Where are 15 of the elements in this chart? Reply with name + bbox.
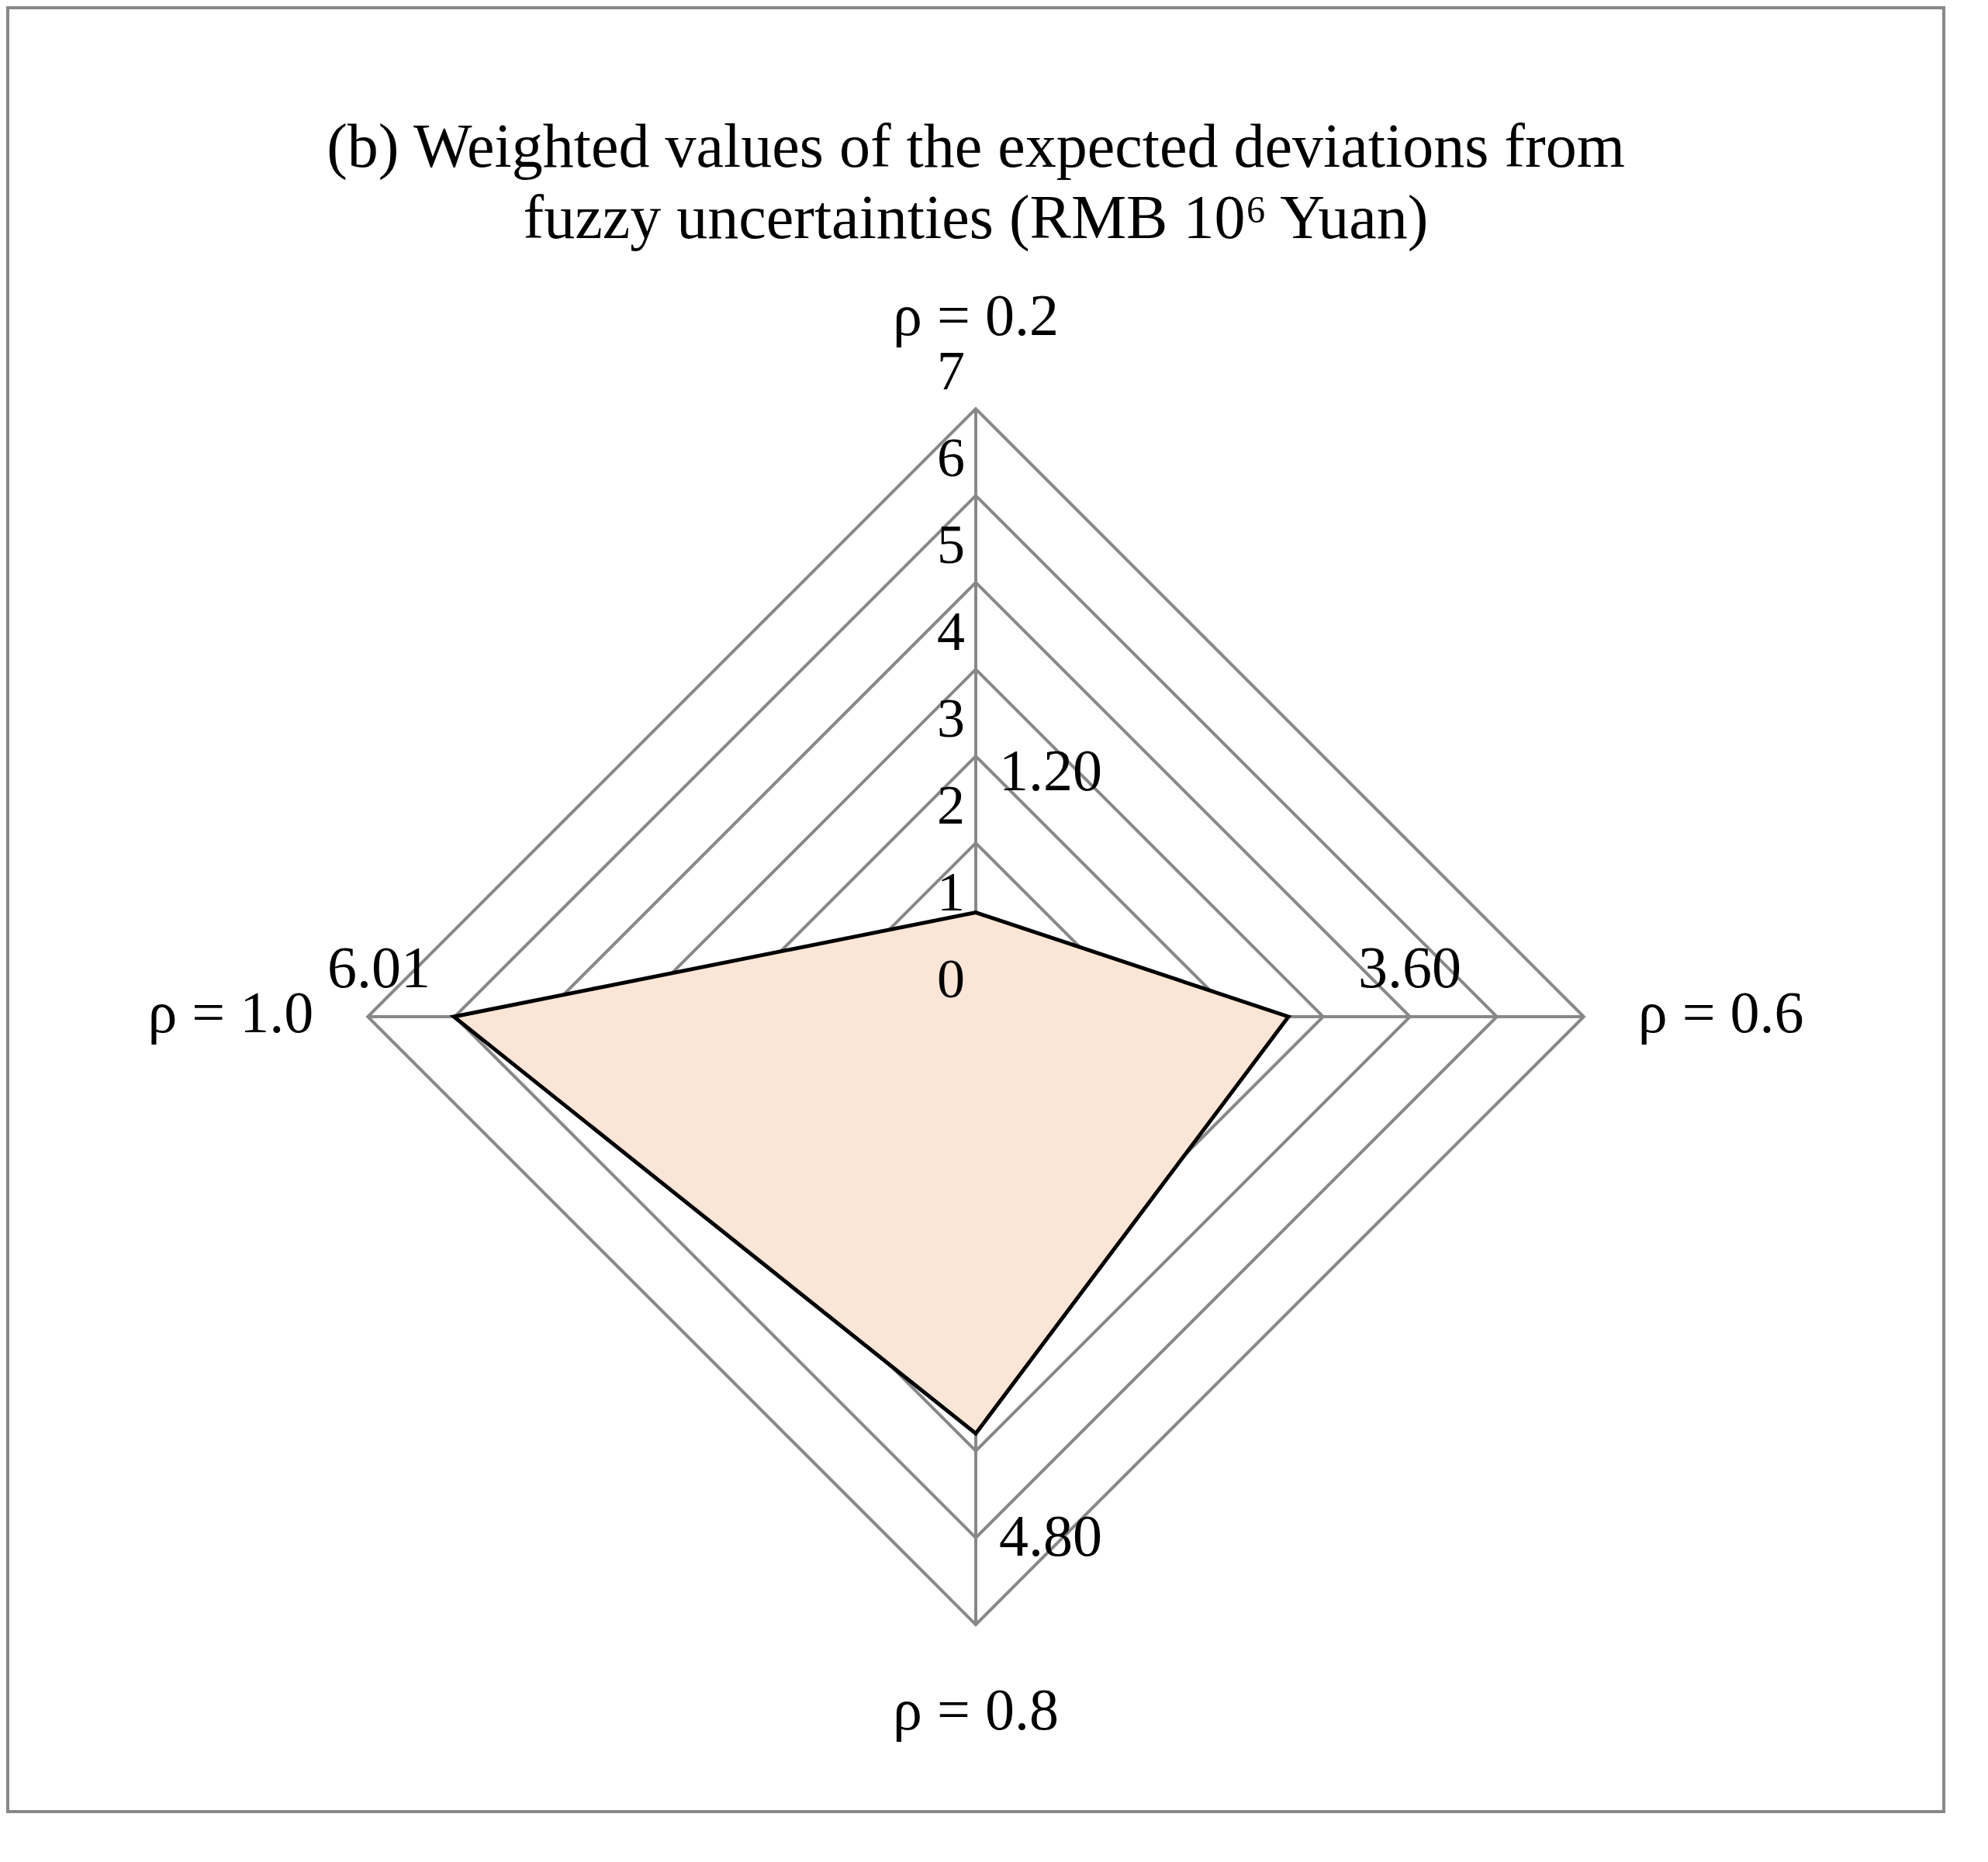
data-label: 1.20	[999, 737, 1102, 803]
data-label: 3.60	[1358, 934, 1462, 1000]
y-tick-label: 1	[937, 860, 965, 923]
y-tick-label: 3	[937, 686, 965, 749]
y-tick-label: 4	[937, 600, 965, 663]
y-tick-label: 2	[937, 773, 965, 836]
y-tick-label: 5	[937, 513, 965, 576]
spoke-label: ρ = 0.8	[893, 1677, 1059, 1743]
chart-title: (b) Weighted values of the expected deviations from fuzzy uncertainties (RMB 10⁶ Yuan)	[326, 111, 1626, 253]
y-tick-label: 6	[937, 427, 965, 489]
data-label: 6.01	[327, 934, 431, 1000]
spoke-label: ρ = 1.0	[147, 979, 314, 1045]
y-tick-label: 0	[937, 947, 965, 1010]
data-label: 4.80	[999, 1503, 1102, 1569]
spoke-label: ρ = 0.6	[1637, 979, 1804, 1045]
